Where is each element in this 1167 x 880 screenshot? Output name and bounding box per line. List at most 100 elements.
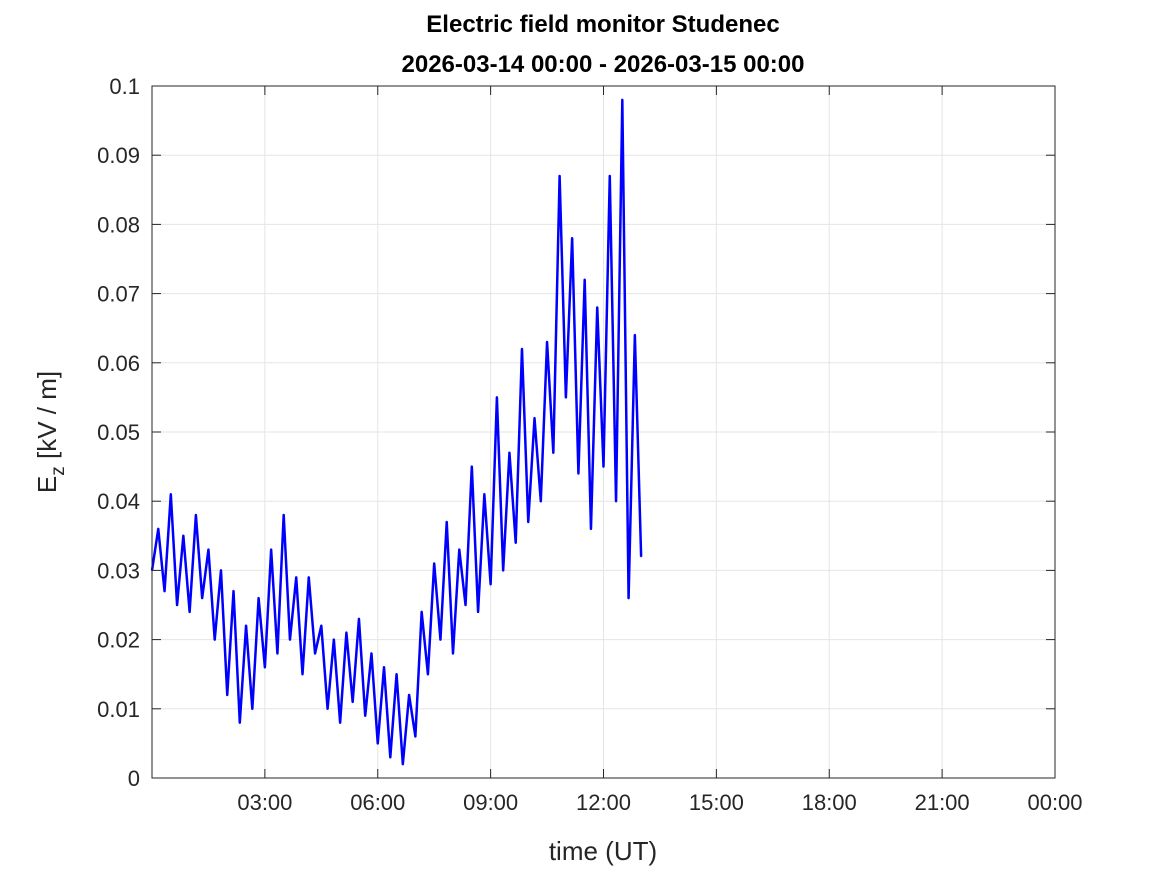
data-point	[188, 611, 191, 613]
data-point	[264, 666, 266, 669]
data-point	[170, 493, 172, 496]
x-tick-label: 03:00	[237, 790, 292, 815]
y-axis-label: Ez [kV / m]	[32, 371, 69, 493]
x-tick-label: 15:00	[689, 790, 744, 815]
y-axis-label-main: E	[32, 476, 62, 493]
data-point	[376, 742, 379, 745]
data-point	[627, 597, 630, 599]
data-point	[289, 638, 291, 641]
data-point	[157, 528, 160, 530]
data-point	[402, 763, 404, 765]
data-point	[176, 604, 178, 606]
data-point	[163, 590, 166, 592]
data-point	[370, 652, 373, 655]
x-tick-label: 00:00	[1027, 790, 1082, 815]
data-point	[238, 721, 241, 724]
data-point	[351, 701, 354, 703]
x-tick-label: 12:00	[576, 790, 631, 815]
data-point	[640, 555, 642, 558]
data-point	[270, 548, 272, 551]
y-tick-label: 0.03	[97, 558, 140, 583]
data-point	[583, 278, 586, 281]
x-tick-label: 06:00	[350, 790, 405, 815]
data-point	[445, 521, 448, 523]
data-point	[471, 465, 473, 468]
data-point	[558, 175, 561, 177]
x-tick-label: 18:00	[802, 790, 857, 815]
data-point	[634, 334, 636, 336]
data-point	[527, 521, 530, 523]
y-tick-label: 0.05	[97, 420, 140, 445]
data-point	[489, 583, 492, 586]
data-point	[502, 569, 504, 572]
data-point	[320, 624, 323, 627]
data-point	[201, 597, 203, 599]
data-point	[514, 541, 517, 544]
y-axis-label-unit: [kV / m]	[32, 371, 62, 466]
data-point	[596, 306, 599, 309]
data-point	[276, 652, 279, 655]
data-point	[182, 535, 185, 537]
y-axis-label-sub: z	[48, 466, 69, 476]
data-point	[552, 451, 555, 454]
data-point	[314, 652, 316, 655]
chart-subtitle: 2026-03-14 00:00 - 2026-03-15 00:00	[402, 51, 805, 78]
data-point	[395, 673, 398, 675]
data-point	[452, 652, 454, 655]
data-point	[301, 673, 304, 675]
y-tick-label: 0	[128, 766, 140, 791]
y-tick-label: 0.04	[97, 489, 140, 514]
data-point	[621, 99, 624, 101]
data-point	[232, 590, 235, 592]
data-point	[427, 673, 429, 675]
data-point	[439, 638, 442, 641]
data-point	[345, 631, 348, 634]
data-point	[207, 548, 210, 551]
chart-title: Electric field monitor Studenec	[426, 11, 779, 38]
data-point	[508, 451, 511, 454]
data-point	[213, 638, 216, 641]
y-tick-label: 0.06	[97, 351, 140, 376]
data-point	[602, 465, 605, 468]
data-point	[483, 493, 486, 496]
data-point	[571, 237, 573, 240]
data-point	[326, 708, 329, 710]
series	[150, 98, 643, 766]
data-point	[226, 694, 229, 696]
y-tick-label: 0.02	[97, 628, 140, 653]
y-tick-label: 0.09	[97, 143, 140, 168]
y-tick-label: 0.01	[97, 697, 140, 722]
data-point	[389, 756, 392, 759]
data-point	[458, 548, 461, 551]
data-point	[282, 514, 285, 516]
data-point	[251, 708, 254, 710]
y-tick-label: 0.07	[97, 282, 140, 307]
data-point	[220, 569, 222, 572]
data-point	[565, 396, 567, 399]
x-tick-label: 09:00	[463, 790, 518, 815]
data-point	[433, 562, 435, 565]
data-point	[615, 500, 617, 503]
data-point	[521, 348, 523, 350]
data-point	[358, 618, 360, 620]
y-tick-label: 0.08	[97, 212, 140, 237]
data-point	[577, 472, 580, 475]
data-point	[414, 735, 417, 738]
data-point	[408, 694, 410, 696]
data-point	[307, 576, 310, 579]
data-point	[383, 666, 385, 669]
data-point	[539, 500, 542, 503]
data-point	[590, 528, 592, 530]
data-point	[420, 611, 423, 613]
ticks: 03:00 06:00 09:00 12:00 15:00 18:00 21:00 00:00…	[97, 74, 1082, 815]
data-point	[333, 638, 335, 641]
data-point	[477, 611, 479, 613]
x-tick-label: 21:00	[915, 790, 970, 815]
y-tick-label: 0.1	[109, 74, 140, 99]
data-point	[257, 597, 260, 599]
data-point	[464, 604, 467, 606]
data-point	[364, 714, 367, 717]
data-point	[608, 175, 611, 177]
data-point	[533, 417, 536, 419]
